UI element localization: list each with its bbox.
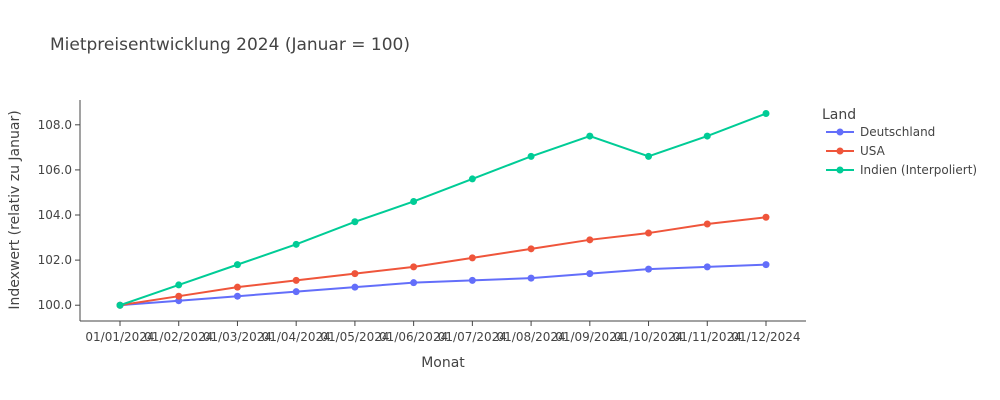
series-1 [116,213,770,309]
data-point [703,263,711,271]
data-point [468,276,476,284]
y-tick-label: 106.0 [38,163,72,177]
data-point [351,270,359,278]
data-point [586,270,594,278]
data-point [410,279,418,287]
x-tick-label: 01/04/2024 [262,330,331,344]
data-point [292,240,300,248]
data-point [645,265,653,273]
y-tick-label: 108.0 [38,118,72,132]
data-point [586,132,594,140]
legend: Land Deutschland USA Indien (Interpoliert) [822,107,977,177]
data-point [762,110,770,118]
data-point [410,263,418,271]
data-point [586,236,594,244]
legend-swatch-marker [836,166,844,174]
x-tick-label: 01/07/2024 [438,330,507,344]
y-axis-label: Indexwert (relativ zu Januar) [7,110,23,309]
data-point [468,254,476,262]
data-point [410,197,418,205]
y-tick-label: 104.0 [38,208,72,222]
legend-item[interactable]: Deutschland [826,125,935,139]
x-tick-label: 01/11/2024 [673,330,742,344]
chart-title: Mietpreisentwicklung 2024 (Januar = 100) [50,35,410,55]
series-line [119,112,767,307]
data-point [175,281,183,289]
data-point [645,229,653,237]
legend-swatch-marker [836,147,844,155]
legend-item[interactable]: USA [826,144,886,158]
data-point [645,152,653,160]
data-point [703,132,711,140]
x-tick-label: 01/08/2024 [497,330,566,344]
series-0 [116,261,770,309]
data-point [468,175,476,183]
data-point [527,245,535,253]
legend-swatch-marker [836,128,844,136]
series-2 [116,110,770,309]
data-point [762,213,770,221]
data-point [762,261,770,269]
legend-label: Indien (Interpoliert) [860,163,977,177]
data-point [351,218,359,226]
data-point [233,292,241,300]
legend-label: Deutschland [860,125,935,139]
x-axis-label: Monat [421,355,465,371]
data-point [292,276,300,284]
legend-title: Land [822,107,856,123]
y-tick-label: 102.0 [38,253,72,267]
data-point [175,292,183,300]
y-axis-ticks: 100.0 102.0 104.0 106.0 108.0 [38,118,80,312]
x-tick-label: 01/01/2024 [85,330,154,344]
legend-item[interactable]: Indien (Interpoliert) [826,163,977,177]
legend-label: USA [860,144,886,158]
data-point [233,261,241,269]
data-point [527,152,535,160]
x-axis-ticks: 01/01/202401/02/202401/03/202401/04/2024… [85,321,801,344]
data-point [703,220,711,228]
x-tick-label: 01/12/2024 [731,330,800,344]
series-line [119,216,767,307]
x-tick-label: 01/06/2024 [379,330,448,344]
x-tick-label: 01/09/2024 [555,330,624,344]
series-layer [116,110,770,309]
data-point [116,301,124,309]
series-line [119,263,767,307]
data-point [292,288,300,296]
data-point [527,274,535,282]
x-tick-label: 01/05/2024 [320,330,389,344]
data-point [233,283,241,291]
y-tick-label: 100.0 [38,298,72,312]
x-tick-label: 01/03/2024 [203,330,272,344]
x-tick-label: 01/02/2024 [144,330,213,344]
data-point [351,283,359,291]
x-tick-label: 01/10/2024 [614,330,683,344]
